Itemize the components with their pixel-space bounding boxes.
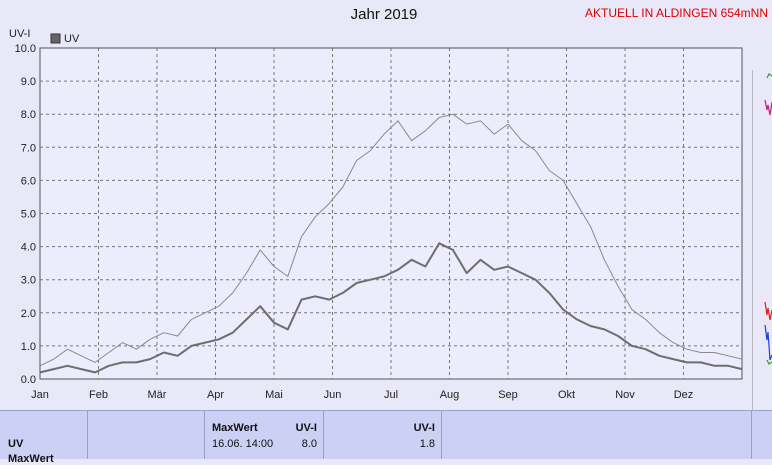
maxwert-cell: MaxWert UV-I 16.06. 14:00 8.0 <box>205 411 324 459</box>
mean-unit: UV-I <box>413 422 435 434</box>
maxwert-date: 16.06. 14:00 <box>212 438 274 450</box>
y-tick-label: 3.0 <box>21 275 36 287</box>
y-tick-label: 4.0 <box>21 242 36 254</box>
y-tick-label: 6.0 <box>21 175 36 187</box>
y-tick-label: 9.0 <box>21 76 36 88</box>
y-tick-label: 5.0 <box>21 209 36 221</box>
maxwert-unit: UV-I <box>295 422 317 434</box>
y-tick-label: 1.0 <box>21 341 36 353</box>
x-tick-label: Jun <box>324 389 342 401</box>
side-preview-strip <box>752 70 772 410</box>
x-tick-label: Jan <box>31 389 49 401</box>
x-tick-label: Jul <box>384 389 398 401</box>
maxwert-header: MaxWert <box>212 422 258 434</box>
summary-empty-cell <box>88 411 205 459</box>
y-tick-label: 0.0 <box>21 374 36 386</box>
mean-value: 1.8 <box>419 438 435 450</box>
summary-label-2: MaxWert <box>8 453 54 465</box>
summary-spare-cell <box>442 411 752 459</box>
x-tick-label: Mai <box>265 389 283 401</box>
y-axis-label: UV-I <box>9 28 30 40</box>
series-line-max <box>39 113 743 367</box>
mean-cell: UV-I 1.8 <box>324 411 442 459</box>
summary-label: UV <box>8 438 24 450</box>
x-tick-label: Sep <box>498 389 518 401</box>
y-tick-label: 7.0 <box>21 142 36 154</box>
summary-label-cell: UV MaxWert <box>0 411 88 465</box>
x-tick-label: Aug <box>440 389 460 401</box>
x-tick-label: Mär <box>148 389 167 401</box>
chart-title: Jahr 2019 <box>350 6 418 23</box>
summary-panel: UV MaxWert MaxWert UV-I 16.06. 14:00 8.0… <box>0 410 772 465</box>
y-tick-label: 8.0 <box>21 109 36 121</box>
x-tick-label: Feb <box>89 389 108 401</box>
x-tick-label: Dez <box>674 389 694 401</box>
x-tick-label: Okt <box>558 389 575 401</box>
maxwert-value: 8.0 <box>301 438 317 450</box>
y-tick-label: 10.0 <box>15 43 36 55</box>
station-label: AKTUELL IN ALDINGEN 654mNN <box>585 6 768 20</box>
x-tick-label: Apr <box>207 389 224 401</box>
x-tick-label: Nov <box>615 389 635 401</box>
uv-chart: 0.0 1.0 2.0 3.0 4.0 5.0 6.0 7.0 8.0 9.0 10.0 Jan Feb… <box>9 28 743 401</box>
legend-label: UV <box>64 33 80 45</box>
y-tick-label: 2.0 <box>21 308 36 320</box>
series-line-mean <box>39 242 743 374</box>
legend-swatch <box>50 33 61 44</box>
